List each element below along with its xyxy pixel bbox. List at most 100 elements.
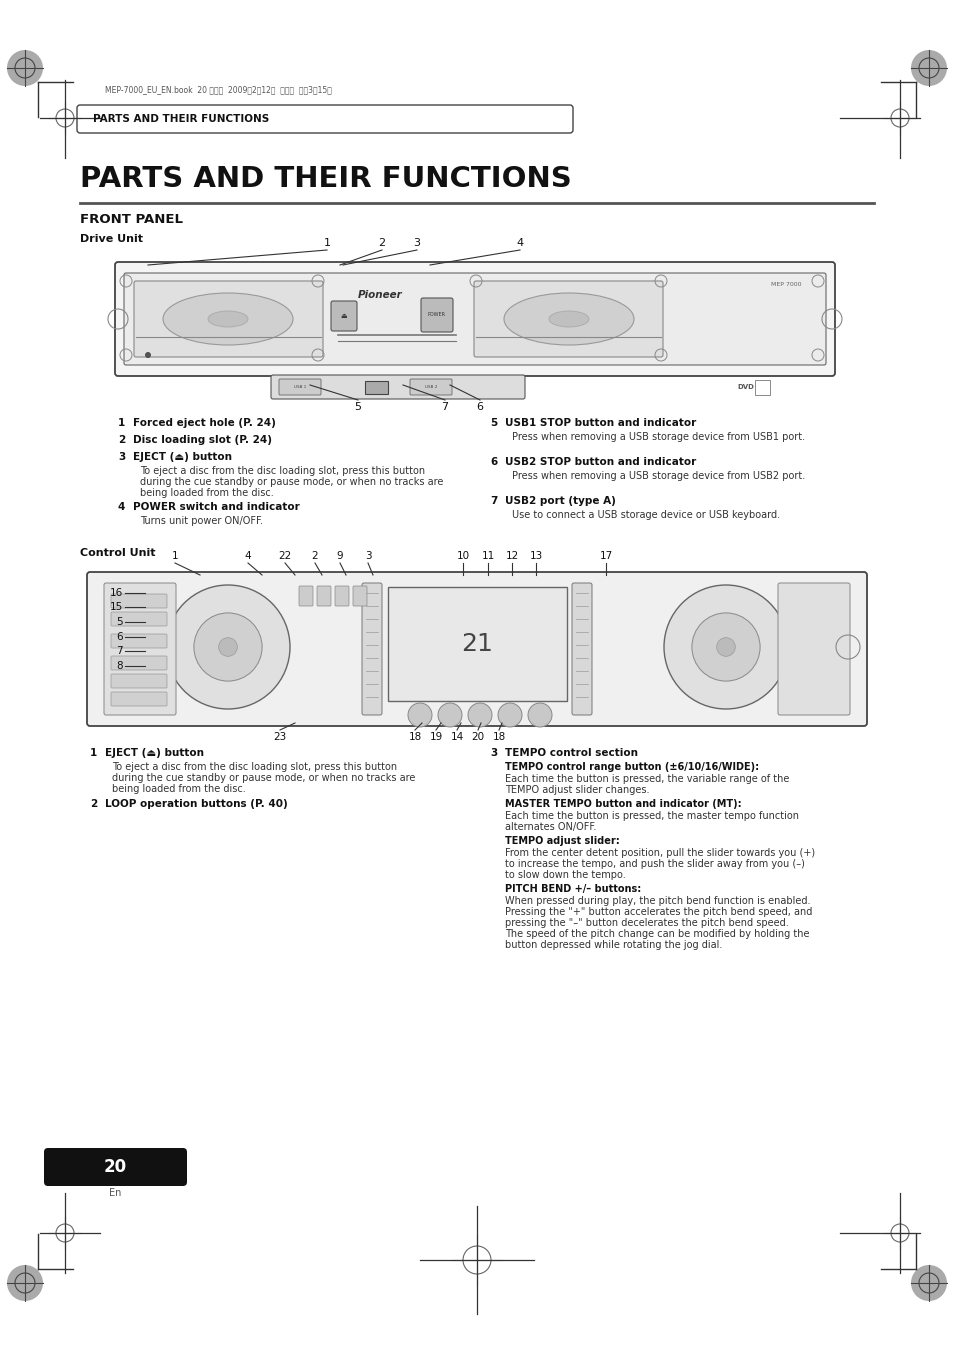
Text: 20: 20	[103, 1158, 127, 1175]
Circle shape	[910, 1265, 946, 1301]
Ellipse shape	[208, 311, 248, 327]
Circle shape	[166, 585, 290, 709]
Text: 2: 2	[312, 551, 318, 561]
FancyBboxPatch shape	[755, 380, 770, 394]
Ellipse shape	[503, 293, 634, 345]
Text: To eject a disc from the disc loading slot, press this button: To eject a disc from the disc loading sl…	[112, 762, 396, 771]
Text: USB 2: USB 2	[424, 385, 436, 389]
Text: 21: 21	[460, 632, 493, 657]
Text: 2: 2	[378, 238, 385, 249]
Text: 2: 2	[118, 435, 125, 444]
Text: 7: 7	[441, 403, 448, 412]
FancyBboxPatch shape	[111, 657, 167, 670]
FancyBboxPatch shape	[420, 299, 453, 332]
Text: MEP 7000: MEP 7000	[770, 282, 801, 288]
Text: TEMPO adjust slider changes.: TEMPO adjust slider changes.	[504, 785, 649, 794]
FancyBboxPatch shape	[271, 376, 524, 399]
FancyBboxPatch shape	[388, 586, 566, 701]
FancyBboxPatch shape	[77, 105, 573, 132]
Text: 11: 11	[481, 551, 494, 561]
Circle shape	[193, 613, 262, 681]
Text: 3: 3	[118, 453, 125, 462]
Text: button depressed while rotating the jog dial.: button depressed while rotating the jog …	[504, 940, 721, 950]
Text: TEMPO adjust slider:: TEMPO adjust slider:	[504, 836, 619, 846]
Text: being loaded from the disc.: being loaded from the disc.	[112, 784, 246, 794]
Text: 18: 18	[408, 732, 421, 742]
Text: LOOP operation buttons (P. 40): LOOP operation buttons (P. 40)	[105, 798, 288, 809]
Circle shape	[218, 638, 237, 657]
Text: MEP-7000_EU_EN.book  20 ページ  2009年2月12日  木曜日  午後3時15分: MEP-7000_EU_EN.book 20 ページ 2009年2月12日 木曜…	[105, 85, 332, 95]
Text: 3: 3	[413, 238, 420, 249]
FancyBboxPatch shape	[335, 586, 349, 607]
FancyBboxPatch shape	[133, 281, 323, 357]
FancyBboxPatch shape	[778, 584, 849, 715]
Text: USB2 port (type A): USB2 port (type A)	[504, 496, 616, 507]
Circle shape	[691, 613, 760, 681]
Text: The speed of the pitch change can be modified by holding the: The speed of the pitch change can be mod…	[504, 929, 809, 939]
Text: Use to connect a USB storage device or USB keyboard.: Use to connect a USB storage device or U…	[512, 509, 780, 520]
Text: 17: 17	[598, 551, 612, 561]
Text: From the center detent position, pull the slider towards you (+): From the center detent position, pull th…	[504, 848, 814, 858]
Text: 1: 1	[172, 551, 178, 561]
Text: 7: 7	[116, 646, 123, 657]
Text: alternates ON/OFF.: alternates ON/OFF.	[504, 821, 596, 832]
Text: PITCH BEND +/– buttons:: PITCH BEND +/– buttons:	[504, 884, 640, 894]
Text: 3: 3	[490, 748, 497, 758]
FancyBboxPatch shape	[44, 1148, 187, 1186]
Text: 1: 1	[118, 417, 125, 428]
Text: 6: 6	[116, 632, 123, 642]
FancyBboxPatch shape	[111, 594, 167, 608]
Text: EJECT (⏏) button: EJECT (⏏) button	[132, 453, 232, 462]
Text: to slow down the tempo.: to slow down the tempo.	[504, 870, 625, 880]
Text: 8: 8	[116, 661, 123, 671]
Text: 7: 7	[490, 496, 497, 507]
Text: being loaded from the disc.: being loaded from the disc.	[140, 488, 274, 499]
Text: Press when removing a USB storage device from USB2 port.: Press when removing a USB storage device…	[512, 471, 804, 481]
Text: pressing the "–" button decelerates the pitch bend speed.: pressing the "–" button decelerates the …	[504, 917, 788, 928]
Ellipse shape	[163, 293, 293, 345]
Text: 4: 4	[118, 503, 125, 512]
Text: PARTS AND THEIR FUNCTIONS: PARTS AND THEIR FUNCTIONS	[92, 113, 269, 124]
Text: Forced eject hole (P. 24): Forced eject hole (P. 24)	[132, 417, 275, 428]
FancyBboxPatch shape	[278, 380, 320, 394]
Text: USB1 STOP button and indicator: USB1 STOP button and indicator	[504, 417, 696, 428]
Circle shape	[910, 50, 946, 86]
Circle shape	[497, 703, 521, 727]
Text: 4: 4	[516, 238, 523, 249]
Text: Press when removing a USB storage device from USB1 port.: Press when removing a USB storage device…	[512, 432, 804, 442]
Text: MASTER TEMPO button and indicator (MT):: MASTER TEMPO button and indicator (MT):	[504, 798, 740, 809]
Text: POWER switch and indicator: POWER switch and indicator	[132, 503, 299, 512]
Text: 16: 16	[110, 588, 123, 598]
Text: 9: 9	[336, 551, 343, 561]
FancyBboxPatch shape	[111, 612, 167, 626]
Text: 10: 10	[456, 551, 469, 561]
FancyBboxPatch shape	[474, 281, 662, 357]
Text: DVD: DVD	[737, 384, 754, 390]
Text: 1: 1	[90, 748, 97, 758]
FancyBboxPatch shape	[87, 571, 866, 725]
Text: En: En	[109, 1188, 121, 1198]
Text: 5: 5	[490, 417, 497, 428]
Circle shape	[663, 585, 787, 709]
Circle shape	[468, 703, 492, 727]
Text: EJECT (⏏) button: EJECT (⏏) button	[105, 748, 204, 758]
Text: FRONT PANEL: FRONT PANEL	[80, 213, 183, 226]
FancyBboxPatch shape	[572, 584, 592, 715]
FancyBboxPatch shape	[104, 584, 175, 715]
FancyBboxPatch shape	[331, 301, 356, 331]
Text: POWER: POWER	[428, 312, 446, 317]
Circle shape	[716, 638, 735, 657]
Text: 14: 14	[450, 732, 463, 742]
Text: Disc loading slot (P. 24): Disc loading slot (P. 24)	[132, 435, 272, 444]
FancyBboxPatch shape	[361, 584, 381, 715]
Text: Turns unit power ON/OFF.: Turns unit power ON/OFF.	[140, 516, 263, 526]
FancyBboxPatch shape	[111, 674, 167, 688]
Circle shape	[437, 703, 461, 727]
Text: TEMPO control section: TEMPO control section	[504, 748, 638, 758]
Circle shape	[408, 703, 432, 727]
Text: USB 1: USB 1	[294, 385, 306, 389]
Text: ⏏: ⏏	[340, 313, 347, 319]
Ellipse shape	[548, 311, 588, 327]
FancyBboxPatch shape	[298, 586, 313, 607]
Text: 1: 1	[323, 238, 330, 249]
